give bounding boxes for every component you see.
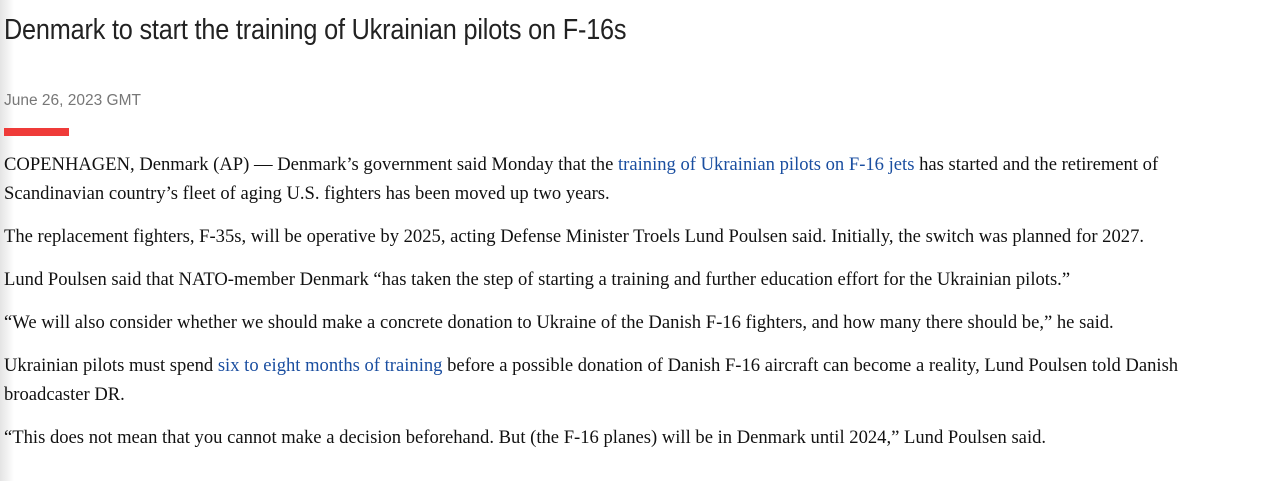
article-date: June 26, 2023 GMT [4, 92, 141, 109]
article-body: COPENHAGEN, Denmark (AP) — Denmark’s gov… [4, 150, 1219, 466]
paragraph: COPENHAGEN, Denmark (AP) — Denmark’s gov… [4, 150, 1219, 208]
paragraph: “This does not mean that you cannot make… [4, 427, 1047, 448]
link-months-of-training[interactable]: six to eight months of training [217, 355, 443, 376]
article-title: Denmark to start the training of Ukraini… [4, 14, 627, 46]
page-edge-shadow [0, 0, 14, 481]
paragraph-text: Ukrainian pilots must spend [4, 355, 218, 376]
paragraph: “We will also consider whether we should… [4, 312, 1114, 333]
paragraph: Lund Poulsen said that NATO-member Denma… [4, 269, 1071, 290]
paragraph-text: has started and the retirement of Scandi… [4, 154, 1159, 204]
paragraph-text: before a possible donation of Danish F-1… [4, 355, 1179, 405]
accent-bar [4, 128, 69, 136]
paragraph: Ukrainian pilots must spend six to eight… [4, 351, 1219, 409]
paragraph-text: COPENHAGEN, Denmark (AP) — Denmark’s gov… [4, 154, 619, 175]
link-training-f16-jets[interactable]: training of Ukrainian pilots on F-16 jet… [618, 154, 915, 175]
paragraph: The replacement fighters, F-35s, will be… [4, 226, 1145, 247]
